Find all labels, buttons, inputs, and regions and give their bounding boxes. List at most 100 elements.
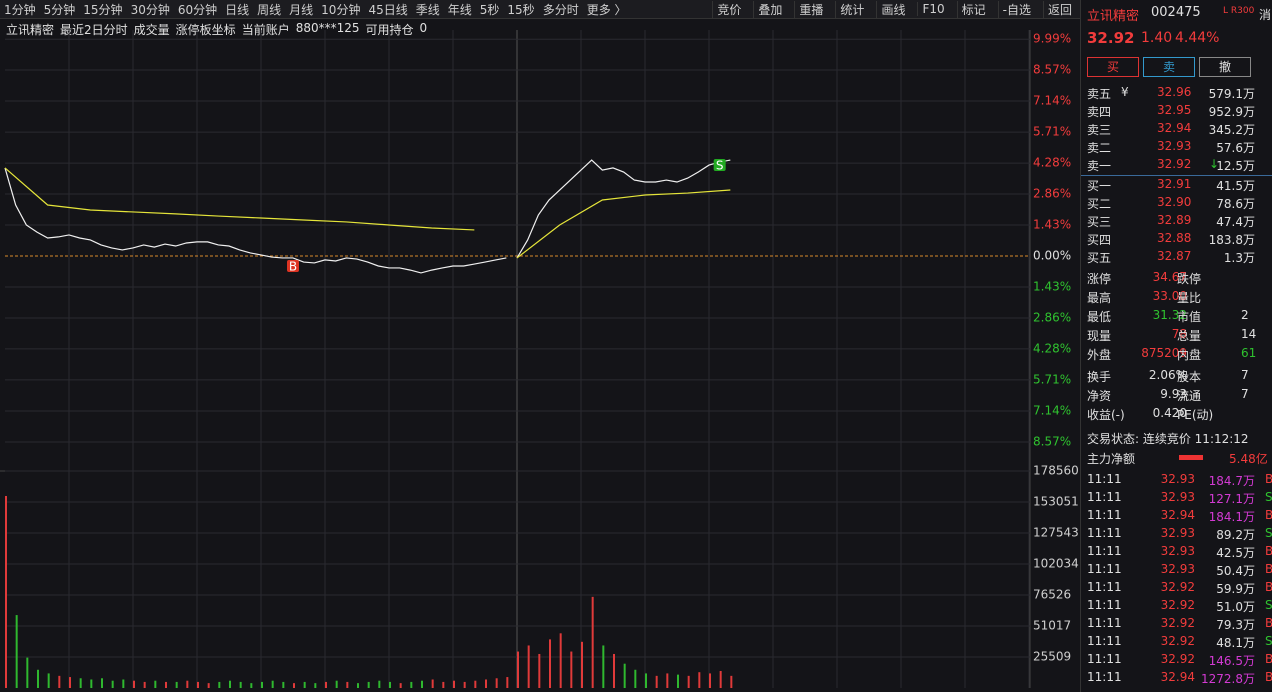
toolbar-item[interactable]: 季线 (415, 2, 440, 17)
toolbar-item[interactable]: 5分钟 (43, 2, 76, 17)
trade-time: 11:11 (1087, 670, 1122, 684)
stat-label: 净资 (1087, 389, 1112, 403)
cancel-button[interactable]: 撤 (1199, 57, 1251, 77)
toolbar-item[interactable]: 日线 (225, 2, 250, 17)
ask-label: 卖四 (1087, 105, 1112, 119)
stat-label: 跌停 (1177, 272, 1202, 286)
stat-label: 收益(-) (1087, 408, 1125, 422)
volume-bar (186, 680, 189, 688)
stat-value: 61 (1241, 346, 1257, 360)
volume-bar (282, 681, 285, 688)
toolbar-item[interactable]: 竞价 (712, 0, 745, 18)
menu[interactable]: 消 (1259, 8, 1272, 22)
volume-bar (527, 645, 530, 688)
trade-volume: 50.4万 (1216, 564, 1255, 578)
toolbar-item[interactable]: 5秒 (479, 2, 500, 17)
stat-value: 9.93 (1160, 387, 1187, 401)
trade-time: 11:11 (1087, 508, 1122, 522)
y-tick-label: 7.14% (1033, 403, 1071, 417)
stat-value: 14 (1241, 327, 1257, 341)
y-tick-label: 1.43% (1033, 280, 1071, 294)
trade-side: B (1265, 544, 1272, 558)
info-bar: 立讯精密 最近2日分时 成交量 涨停板坐标 当前账户 880***125 可用持仓 0 (6, 21, 427, 38)
toolbar-item[interactable]: 统计 (835, 0, 868, 18)
toolbar-item[interactable]: 15秒 (507, 2, 535, 17)
volume-bar (111, 680, 114, 688)
volume-bar (538, 653, 541, 688)
y-tick-label: 4.28% (1033, 156, 1071, 170)
trade-price: 32.92 (1160, 652, 1195, 666)
trade-side: S (1265, 598, 1272, 612)
trade-time: 11:11 (1087, 598, 1122, 612)
stat-value: 7 (1241, 368, 1249, 382)
trade-time: 11:11 (1087, 544, 1122, 558)
y-tick-label: 5.71% (1033, 125, 1071, 139)
toolbar-item[interactable]: 月线 (289, 2, 314, 17)
toolbar-item[interactable]: 30分钟 (130, 2, 170, 17)
volume-bar (677, 674, 679, 688)
volume-bar (719, 670, 722, 688)
trade-price: 32.92 (1160, 634, 1195, 648)
volume-bar (581, 641, 583, 688)
info-item: 涨停板坐标 (175, 23, 236, 37)
ask-volume: 57.6万 (1216, 141, 1255, 155)
toolbar-item[interactable]: 60分钟 (177, 2, 218, 17)
volume-bar (37, 669, 39, 688)
trade-side: B (1265, 670, 1272, 684)
volume-bar (613, 653, 615, 688)
bid-label: 买四 (1087, 233, 1112, 247)
volume-bar (207, 683, 210, 688)
toolbar-item[interactable]: 标记 (956, 0, 990, 18)
toolbar-item[interactable]: 1分钟 (4, 2, 36, 17)
toolbar-item[interactable]: 画线 (876, 0, 909, 18)
volume-bar (239, 681, 242, 688)
trade-time: 11:11 (1087, 652, 1122, 666)
stat-value: 34.67 (1152, 270, 1187, 284)
buy-button[interactable]: 买 (1087, 57, 1139, 77)
toolbar-item[interactable]: 15分钟 (83, 2, 123, 17)
toolbar-item[interactable]: 年线 (447, 2, 472, 17)
toolbar-item[interactable]: -自选 (997, 0, 1035, 18)
stat-label: 最高 (1087, 291, 1112, 305)
toolbar-item[interactable]: 叠加 (753, 0, 786, 18)
sell-marker: S (716, 159, 724, 173)
volume-bar (15, 615, 18, 688)
volume-bar (175, 681, 178, 688)
stock-tag: L R300 (1223, 6, 1255, 16)
info-item: 最近2日分时 (60, 23, 128, 37)
quote-panel: 立讯精密 002475 L R300 消 32.92 1.40 4.44% 买 … (1080, 0, 1272, 692)
stat-label: 外盘 (1087, 348, 1112, 362)
stat-label: 股本 (1177, 370, 1202, 384)
toolbar-item[interactable]: F10 (917, 2, 948, 16)
volume-bar (442, 681, 445, 688)
toolbar-item[interactable]: 45日线 (368, 2, 408, 17)
toolbar-item[interactable]: 重播 (794, 0, 827, 18)
toolbar-item[interactable]: 多分时 (542, 2, 579, 17)
stock-name: 立讯精密 (1087, 9, 1140, 24)
sell-button[interactable]: 卖 (1143, 57, 1195, 77)
trade-volume: 184.1万 (1208, 510, 1255, 524)
volume-bar (197, 681, 199, 688)
avg-line (4, 167, 475, 231)
trade-time: 11:11 (1087, 472, 1122, 486)
volume-bar (495, 678, 498, 688)
divider (1081, 175, 1272, 176)
ask-flag: ¥ (1121, 85, 1129, 99)
volume-bar (506, 677, 509, 688)
toolbar-item[interactable]: 更多 〉 (586, 2, 627, 17)
toolbar-item[interactable]: 10分钟 (321, 2, 361, 17)
toolbar: 1分钟 5分钟 15分钟 30分钟 60分钟 日线 周线 月线 10分钟 45日线 季线 年线 5秒 15… (0, 0, 1080, 19)
volume-bar (335, 680, 338, 688)
toolbar-item[interactable]: 周线 (257, 2, 282, 17)
trade-volume: 1272.8万 (1201, 672, 1255, 686)
ask-volume: 579.1万 (1208, 87, 1255, 101)
main-bar (1179, 455, 1203, 460)
bid-volume: 183.8万 (1208, 233, 1255, 247)
ask-arrow: ↓ (1209, 157, 1220, 171)
ask-price: 32.96 (1157, 85, 1192, 99)
volume-bar (570, 651, 573, 688)
trade-time: 11:11 (1087, 526, 1122, 540)
sell-marker-box (713, 159, 726, 172)
status: 交易状态: 连续竞价 11:12:12 (1087, 432, 1249, 446)
toolbar-item[interactable]: 返回 (1042, 0, 1076, 18)
